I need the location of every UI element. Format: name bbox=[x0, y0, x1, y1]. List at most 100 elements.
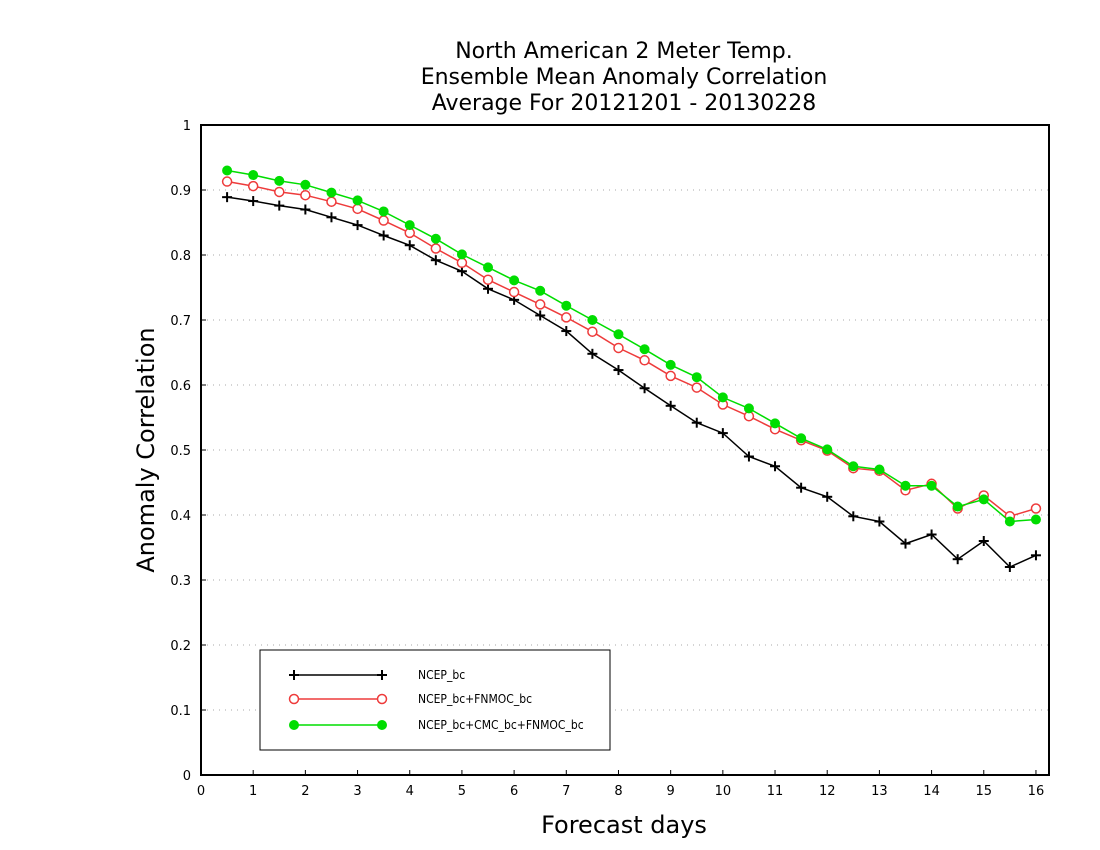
data-point bbox=[822, 444, 833, 455]
data-point bbox=[1004, 562, 1015, 572]
data-point bbox=[691, 382, 703, 393]
grid-lines bbox=[201, 189, 1049, 711]
data-point bbox=[378, 230, 389, 241]
data-point bbox=[926, 480, 937, 491]
data-point bbox=[430, 255, 441, 266]
legend-label: NCEP_bc+FNMOC_bc bbox=[418, 692, 532, 706]
data-point bbox=[717, 392, 728, 403]
chart-title-line-2: Ensemble Mean Anomaly Correlation bbox=[421, 65, 828, 90]
data-point bbox=[456, 257, 468, 269]
x-tick-label: 1 bbox=[249, 784, 257, 799]
x-tick-label: 15 bbox=[975, 784, 992, 799]
data-point bbox=[613, 365, 624, 376]
data-point bbox=[288, 693, 300, 705]
data-point bbox=[665, 359, 676, 370]
x-tick-label: 2 bbox=[301, 784, 309, 799]
x-tick-label: 13 bbox=[871, 784, 888, 799]
data-point bbox=[978, 494, 989, 505]
data-point bbox=[378, 215, 389, 226]
data-point bbox=[352, 195, 363, 206]
legend-box bbox=[259, 649, 611, 751]
legend-item: NCEP_bc bbox=[289, 668, 465, 682]
data-point bbox=[665, 370, 676, 382]
x-tick-label: 4 bbox=[406, 784, 414, 799]
y-tick-label: 1 bbox=[183, 119, 191, 134]
data-point bbox=[222, 165, 233, 176]
data-point bbox=[289, 720, 299, 730]
legend-label: NCEP_bc bbox=[418, 668, 465, 682]
chart-title-line-1: North American 2 Meter Temp. bbox=[455, 39, 793, 64]
series-line bbox=[226, 169, 1037, 523]
data-point bbox=[848, 461, 859, 472]
x-tick-label: 16 bbox=[1028, 784, 1045, 799]
data-point bbox=[900, 480, 911, 491]
data-point bbox=[665, 400, 676, 411]
data-point bbox=[691, 372, 702, 383]
data-point bbox=[796, 433, 807, 444]
legend-label: NCEP_bc+CMC_bc+FNMOC_bc bbox=[418, 718, 584, 732]
data-point bbox=[248, 196, 259, 207]
data-point bbox=[352, 203, 363, 215]
data-point bbox=[326, 212, 337, 223]
x-tick-label: 7 bbox=[562, 784, 570, 799]
data-point bbox=[874, 464, 885, 475]
data-point bbox=[926, 529, 937, 540]
data-point bbox=[247, 180, 259, 192]
y-tick-label: 0.6 bbox=[170, 379, 191, 394]
data-point bbox=[770, 461, 781, 472]
y-tick-label: 0.3 bbox=[170, 574, 191, 589]
y-tick-label: 0.2 bbox=[170, 639, 191, 654]
data-point bbox=[691, 417, 702, 428]
data-point bbox=[508, 286, 520, 298]
data-point bbox=[1030, 550, 1041, 561]
data-point bbox=[639, 344, 650, 355]
data-point bbox=[289, 670, 299, 680]
data-point bbox=[743, 451, 754, 462]
data-point bbox=[639, 355, 650, 366]
data-point bbox=[376, 693, 388, 705]
data-point bbox=[535, 310, 546, 321]
data-point bbox=[300, 189, 311, 201]
series-line bbox=[226, 180, 1037, 518]
x-tick-label: 6 bbox=[510, 784, 518, 799]
data-point bbox=[404, 240, 415, 251]
data-point bbox=[561, 326, 572, 337]
data-point bbox=[796, 482, 807, 493]
data-point bbox=[222, 192, 233, 203]
x-tick-label: 8 bbox=[614, 784, 622, 799]
series-ncep-bc bbox=[222, 192, 1041, 572]
data-point bbox=[274, 200, 285, 211]
series-ncep-bc-cmc-bc-fnmoc-bc bbox=[222, 165, 1041, 527]
data-point bbox=[639, 383, 650, 394]
y-tick-label: 0.8 bbox=[170, 249, 191, 264]
data-point bbox=[613, 329, 624, 340]
data-point bbox=[534, 299, 546, 310]
data-point bbox=[561, 300, 572, 311]
data-point bbox=[1004, 516, 1015, 527]
data-point bbox=[352, 220, 363, 231]
data-point bbox=[274, 186, 285, 198]
y-tick-label: 0.4 bbox=[170, 509, 191, 524]
legend-item: NCEP_bc+FNMOC_bc bbox=[288, 692, 532, 706]
series-layer bbox=[221, 165, 1042, 572]
x-tick-label: 10 bbox=[715, 784, 732, 799]
data-point bbox=[587, 348, 598, 359]
y-axis-title: Anomaly Correlation bbox=[132, 327, 160, 572]
y-tick-label: 0.9 bbox=[170, 184, 191, 199]
data-point bbox=[377, 720, 387, 730]
data-point bbox=[900, 538, 911, 549]
data-point bbox=[300, 204, 311, 215]
data-point bbox=[587, 315, 598, 325]
data-point bbox=[221, 176, 233, 187]
data-point bbox=[770, 418, 781, 429]
data-point bbox=[404, 220, 415, 231]
y-tick-label: 0 bbox=[183, 769, 191, 784]
data-point bbox=[717, 428, 728, 439]
data-point bbox=[483, 262, 494, 273]
data-point bbox=[1030, 503, 1042, 514]
data-point bbox=[300, 179, 311, 190]
data-point bbox=[248, 170, 259, 181]
chart-title-line-3: Average For 20121201 - 20130228 bbox=[432, 91, 817, 116]
data-point bbox=[456, 249, 467, 260]
